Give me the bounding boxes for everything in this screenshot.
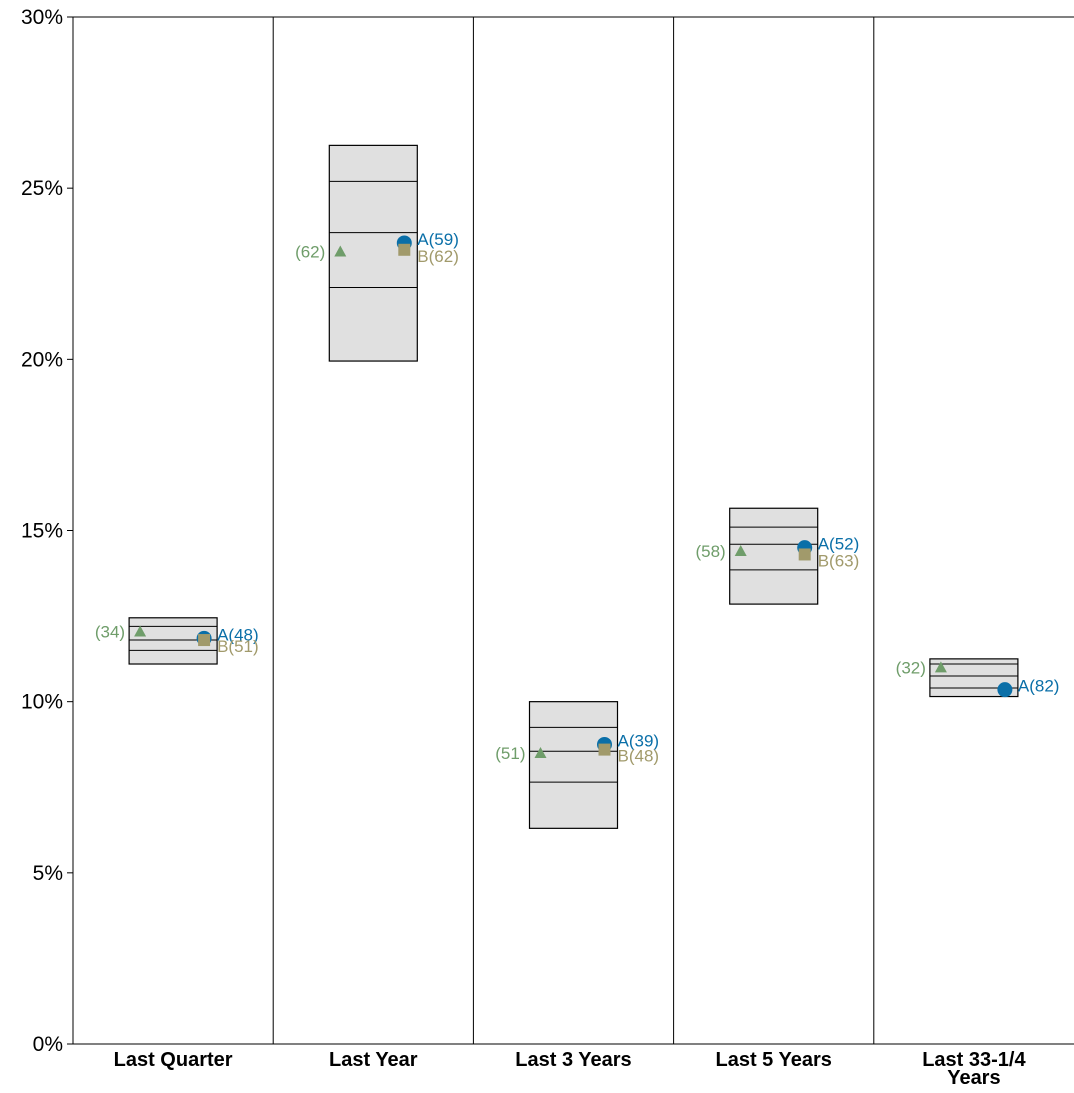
axes: [67, 16, 1074, 1045]
y-tick-label: 0%: [33, 1033, 63, 1056]
circle-marker-a: [997, 682, 1013, 698]
y-tick-label: 20%: [21, 348, 63, 371]
triangle-marker: [934, 661, 947, 673]
triangle-marker: [534, 747, 547, 759]
series-a-label: A(52): [818, 535, 860, 554]
square-marker-b: [798, 548, 811, 561]
percentile-box: [528, 701, 619, 829]
grid: [272, 17, 875, 1044]
x-category-label: Years: [947, 1067, 1000, 1089]
triangle-label: (58): [695, 542, 725, 561]
y-tick-label: 15%: [21, 520, 63, 543]
x-category-label: Last 3 Years: [515, 1049, 631, 1071]
triangle-label: (34): [95, 622, 125, 641]
x-category-label: Last Year: [329, 1049, 418, 1071]
triangle-label: (62): [295, 242, 325, 261]
x-category-label: Last 33-1/4: [922, 1049, 1026, 1071]
x-category-label: Last 5 Years: [716, 1049, 832, 1071]
square-marker-b: [398, 243, 411, 256]
square-marker-b: [598, 743, 611, 756]
y-tick-label: 10%: [21, 691, 63, 714]
square-marker-b: [198, 634, 211, 647]
triangle-marker: [334, 245, 347, 257]
series-a-label: A(82): [1018, 677, 1060, 696]
y-tick-label: 5%: [33, 862, 63, 885]
y-tick-label: 30%: [21, 6, 63, 29]
series-b-label: B(48): [618, 747, 660, 766]
markers: [134, 235, 1013, 759]
y-tick-label: 25%: [21, 177, 63, 200]
triangle-marker: [734, 545, 747, 557]
triangle-label: (51): [495, 744, 525, 763]
triangle-marker: [134, 625, 147, 637]
percentile-box: [929, 658, 1019, 698]
series-b-label: B(63): [818, 551, 860, 570]
series-a-label: A(48): [217, 625, 259, 644]
x-category-label: Last Quarter: [114, 1049, 233, 1071]
series-a-label: A(39): [618, 731, 660, 750]
labels: 0% 5% 10% 15% 20% 25% 30% Last Quarter Last Year…: [21, 6, 1060, 1089]
series-b-label: B(62): [417, 247, 459, 266]
triangle-label: (32): [896, 658, 926, 677]
series-b-label: B(51): [217, 637, 259, 656]
boxes: [128, 144, 1019, 829]
series-a-label: A(59): [417, 230, 459, 249]
